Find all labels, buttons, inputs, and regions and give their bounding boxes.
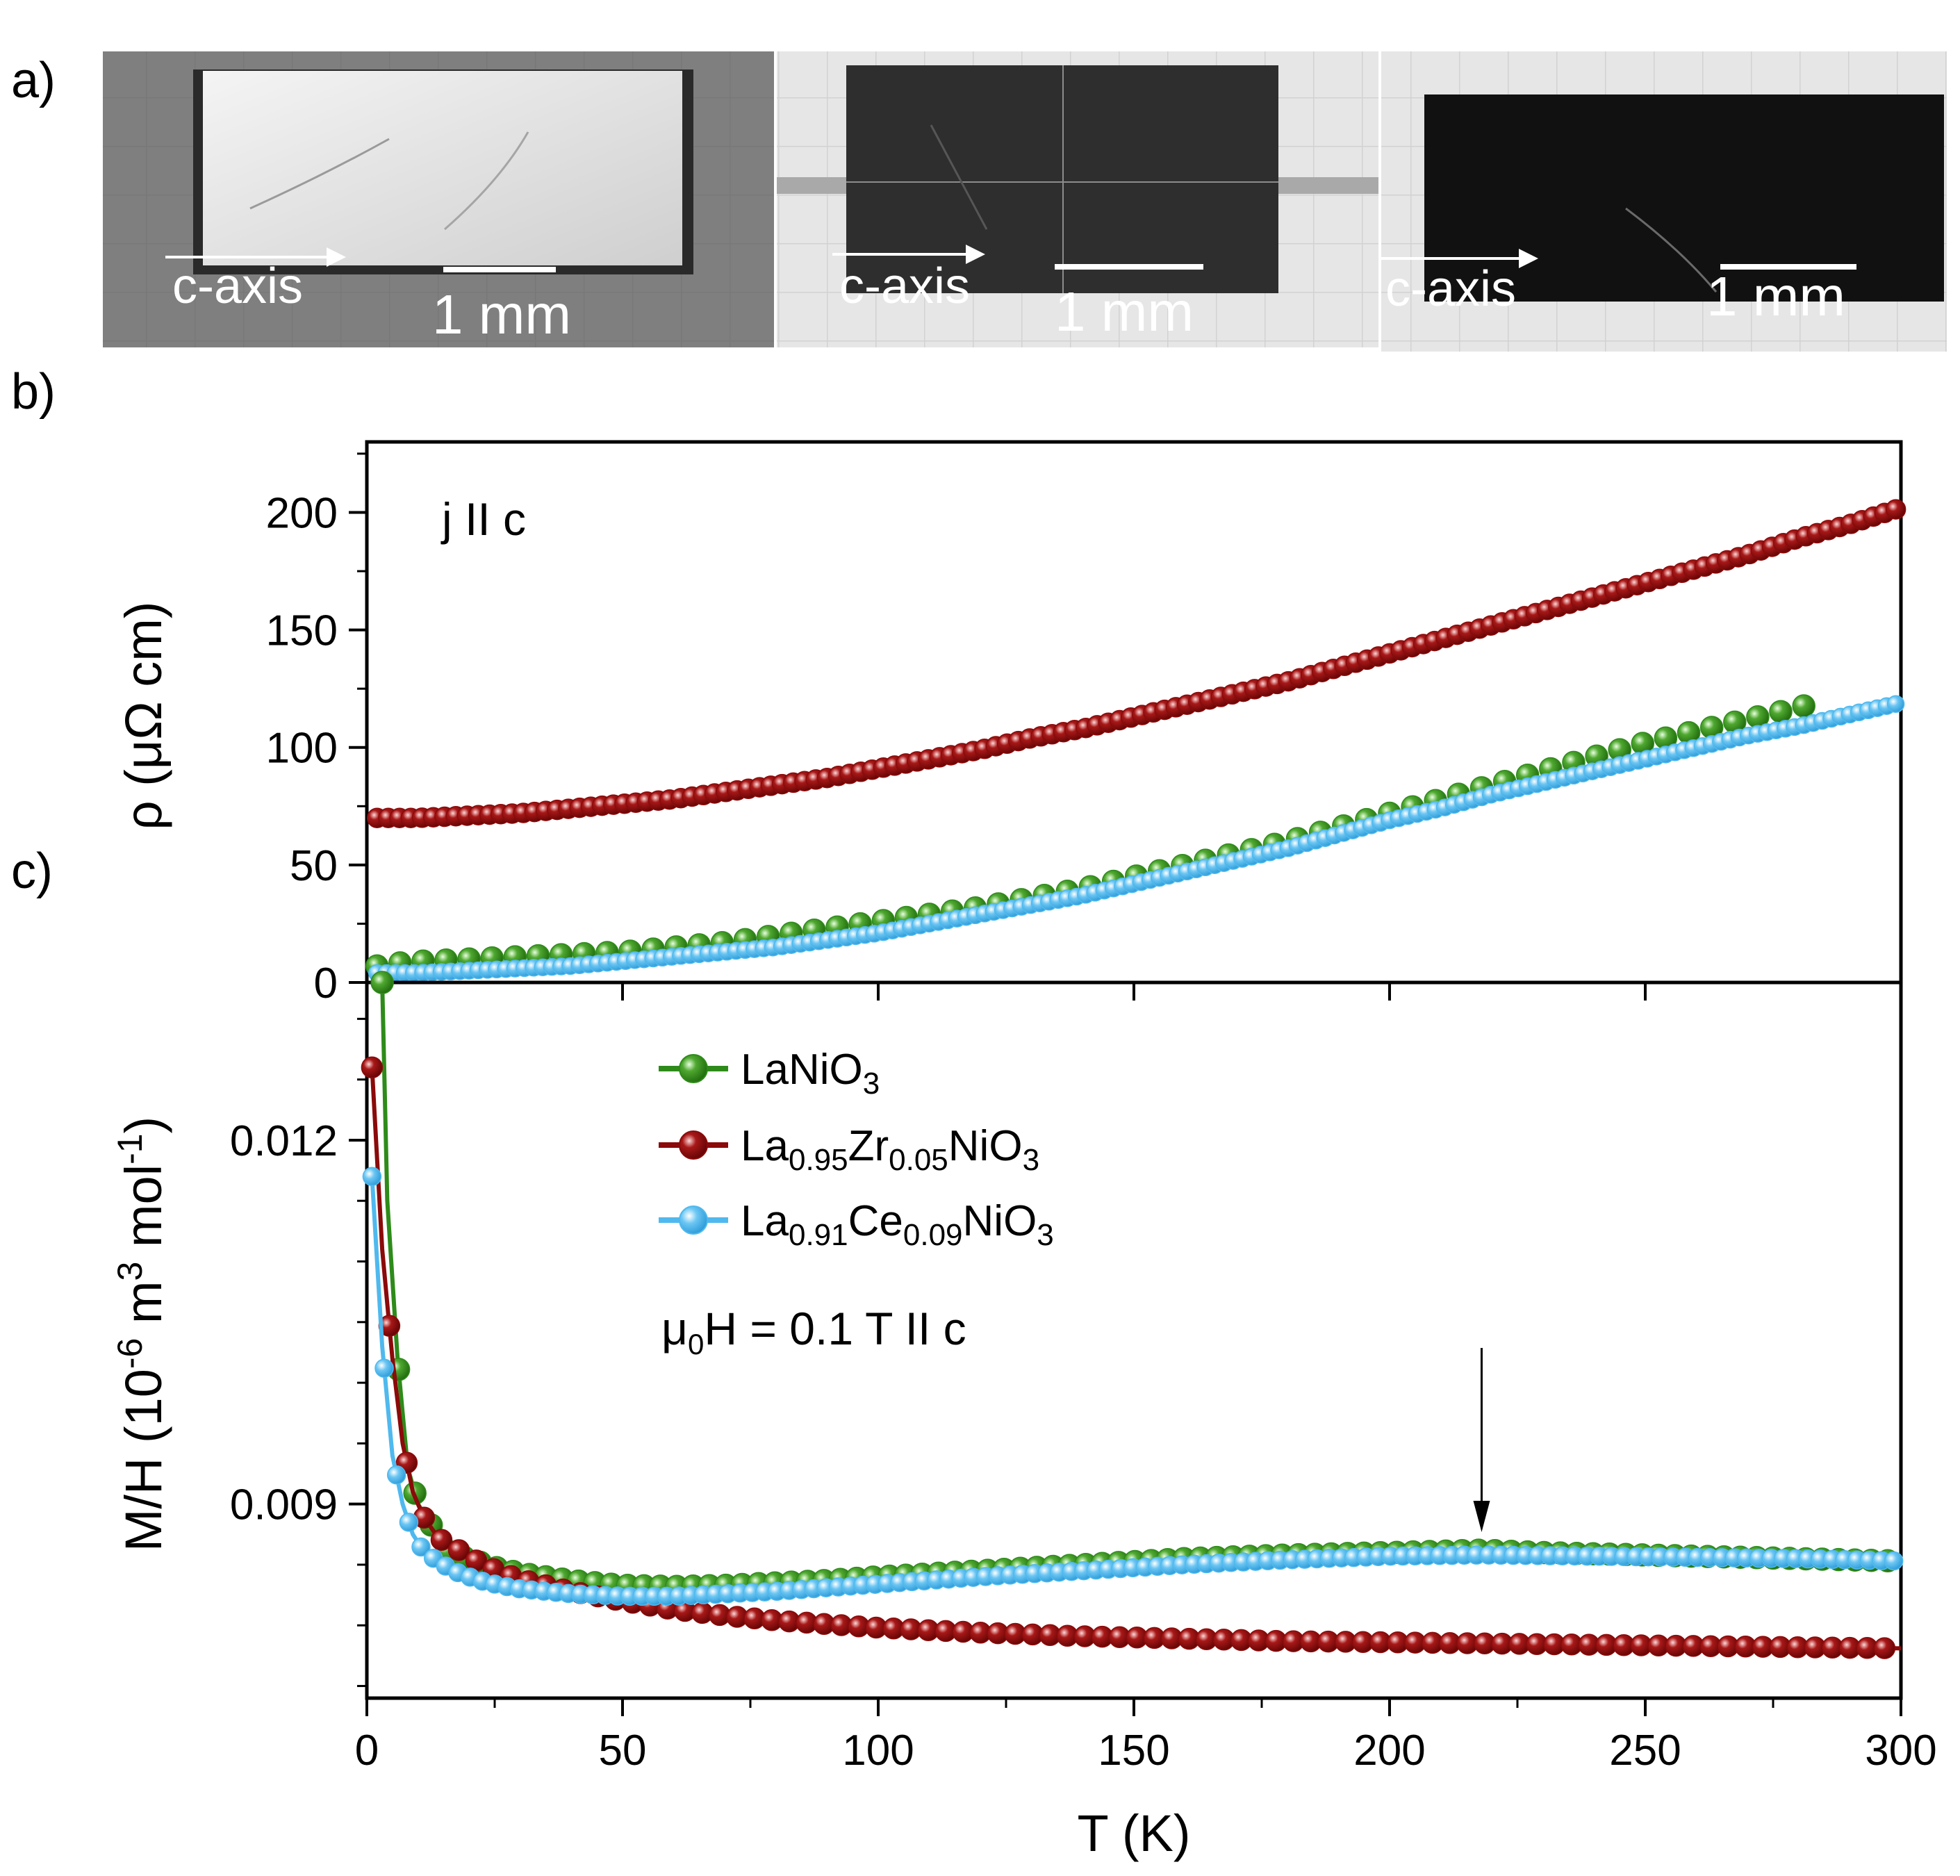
series-LaNiO3 xyxy=(370,971,1902,1599)
data-point xyxy=(411,1537,431,1557)
magnetization-plot: 0 50 100 150 200 250 300 0.009 0.012 LaNiO3 La0.9… xyxy=(110,971,1937,1862)
series-La0.91Ce0.09NiO3 xyxy=(362,1167,1904,1606)
legend-label: LaNiO3 xyxy=(741,1046,880,1101)
data-point xyxy=(430,1529,453,1551)
legend-item: La0.91Ce0.09NiO3 xyxy=(659,1197,1054,1252)
legend-item: LaNiO3 xyxy=(659,1046,880,1101)
data-point xyxy=(1884,1551,1904,1571)
field-annotation: μ0H = 0.1 T II c xyxy=(661,1303,966,1360)
y-tick-label: 200 xyxy=(266,489,338,537)
legend-marker xyxy=(679,1206,708,1235)
data-point xyxy=(374,1358,394,1378)
data-point xyxy=(362,1167,382,1187)
x-tick-label: 100 xyxy=(842,1727,914,1775)
photo-crystal-1: c-axis 1 mm xyxy=(103,51,774,347)
panel-label-b: b) xyxy=(11,364,56,420)
data-point xyxy=(399,1513,419,1532)
data-point xyxy=(386,1465,406,1485)
legend: LaNiO3 La0.95Zr0.05NiO3 La0.91Ce0.09NiO3 xyxy=(659,1046,1054,1252)
x-axis-title: T (K) xyxy=(1077,1804,1190,1862)
x-tick-label: 200 xyxy=(1353,1727,1425,1775)
data-point xyxy=(361,1056,384,1078)
series-La0.95Zr0.05NiO3 xyxy=(366,499,1907,828)
x-tick-label: 250 xyxy=(1609,1727,1681,1775)
photo-crystal-3: c-axis 1 mm xyxy=(1381,51,1947,352)
data-point xyxy=(370,971,394,994)
legend-label: La0.95Zr0.05NiO3 xyxy=(741,1122,1039,1177)
y-tick-label: 0 xyxy=(314,960,338,1007)
y-tick-label: 0.009 xyxy=(230,1481,338,1529)
data-point xyxy=(1885,499,1907,520)
photo-crystal-2: c-axis 1 mm xyxy=(777,51,1378,347)
arrow-down-icon xyxy=(1473,1501,1490,1532)
photo-scale-label: 1 mm xyxy=(1706,265,1845,327)
series-line xyxy=(370,1176,1902,1599)
y-tick-label: 100 xyxy=(266,725,338,773)
panel-label-a: a) xyxy=(11,53,56,108)
legend-marker xyxy=(679,1054,708,1083)
y-axis-title: ρ (μΩ cm) xyxy=(115,601,172,830)
photo-axis-label: c-axis xyxy=(172,258,303,314)
y-tick-label: 150 xyxy=(266,607,338,655)
series-line xyxy=(380,982,1902,1589)
legend-label: La0.91Ce0.09NiO3 xyxy=(741,1197,1054,1252)
photo-axis-label: c-axis xyxy=(839,258,970,314)
y-tick-label: 50 xyxy=(290,842,338,890)
x-tick-label: 300 xyxy=(1865,1727,1936,1775)
data-point xyxy=(1792,694,1815,718)
x-tick-label: 50 xyxy=(599,1727,647,1775)
y-tick-label: 0.012 xyxy=(230,1117,338,1165)
photo-scale-label: 1 mm xyxy=(432,283,571,345)
data-point xyxy=(1886,695,1905,713)
data-point xyxy=(447,1539,470,1561)
x-tick-label: 150 xyxy=(1098,1727,1169,1775)
resistivity-plot: 0 50 100 150 200 j II c ρ (μΩ cm) xyxy=(115,440,1907,1007)
series-LaNiO3 xyxy=(365,694,1815,978)
panel-label-c: c) xyxy=(11,844,53,899)
legend-marker xyxy=(679,1130,708,1160)
legend-item: La0.95Zr0.05NiO3 xyxy=(659,1122,1039,1177)
x-tick-label: 0 xyxy=(355,1727,379,1775)
current-direction-annotation: j II c xyxy=(440,493,526,545)
y-axis-title: M/H (10-6 m3 mol-1) xyxy=(110,1117,172,1552)
data-point xyxy=(1873,1637,1896,1659)
photo-axis-label: c-axis xyxy=(1385,261,1516,317)
arrow-marker xyxy=(1473,1348,1490,1532)
photo-scale-label: 1 mm xyxy=(1055,281,1194,343)
series-La0.91Ce0.09NiO3 xyxy=(368,695,1905,982)
data-point xyxy=(1769,700,1793,723)
